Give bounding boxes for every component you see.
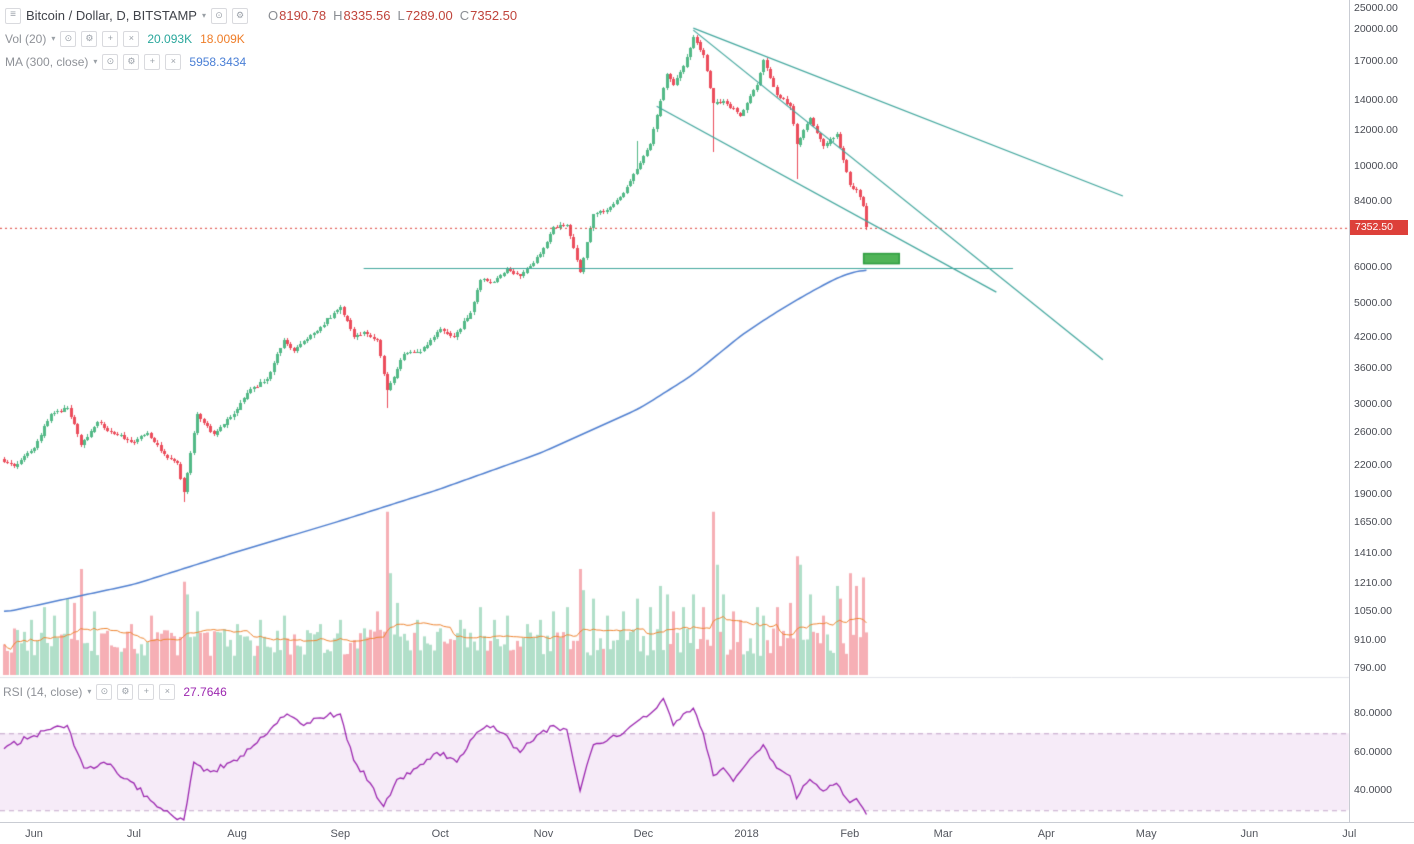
price-axis-label: 3600.00 (1354, 361, 1392, 374)
volume-ma-value: 18.009K (200, 31, 245, 46)
time-axis-label: Jun (1240, 828, 1259, 840)
time-axis-label: Feb (840, 828, 860, 840)
price-axis-label: 17000.00 (1354, 55, 1398, 68)
price-axis-label: 5000.00 (1354, 297, 1392, 310)
open-value: 8190.78 (279, 8, 327, 23)
price-axis-label: 910.00 (1354, 633, 1387, 646)
gear-icon[interactable]: ⚙ (81, 30, 98, 47)
close-value: 7352.50 (470, 8, 518, 23)
price-axis-label: 2600.00 (1354, 426, 1392, 439)
rsi-value: 27.7646 (183, 684, 227, 699)
time-axis-label: Oct (431, 828, 449, 840)
time-axis-label: Jun (25, 828, 43, 840)
eye-icon[interactable]: ⊙ (102, 53, 119, 70)
ma-study-label[interactable]: MA (300, close) (5, 54, 89, 69)
gear-icon[interactable]: ⚙ (231, 7, 248, 24)
low-label: L (397, 8, 405, 23)
volume-study-label[interactable]: Vol (20) (5, 31, 47, 46)
rsi-study-label[interactable]: RSI (14, close) (3, 684, 83, 699)
price-axis-label: 1900.00 (1354, 488, 1392, 501)
low-value: 7289.00 (405, 8, 453, 23)
volume-value: 20.093K (147, 31, 193, 46)
rsi-legend: RSI (14, close) ▾ ⊙ ⚙ + × 27.7646 (3, 680, 227, 703)
close-label: C (459, 8, 470, 23)
ma-legend-row: MA (300, close) ▾ ⊙ ⚙ + × 5958.3434 (5, 50, 517, 73)
rsi-axis-label: 80.0000 (1354, 707, 1392, 719)
close-icon[interactable]: × (123, 30, 140, 47)
rsi-caret-icon[interactable]: ▾ (87, 687, 92, 696)
time-axis-label: 2018 (734, 828, 759, 840)
gear-icon[interactable]: ⚙ (117, 683, 134, 700)
time-axis[interactable]: Jun Jul Aug Sep Oct Nov Dec 2018 Feb Mar Apr May Jun… (0, 822, 1414, 844)
price-axis-label: 3000.00 (1354, 397, 1392, 410)
price-axis-label: 10000.00 (1354, 160, 1398, 173)
time-axis-label: Nov (533, 828, 554, 840)
price-axis-label: 25000.00 (1354, 2, 1398, 14)
menu-icon[interactable]: ≡ (5, 7, 21, 24)
price-axis-label: 790.00 (1354, 661, 1387, 674)
gear-icon[interactable]: ⚙ (123, 53, 140, 70)
time-axis-label: May (1135, 828, 1157, 840)
time-axis-label: Jul (126, 828, 141, 840)
open-label: O (267, 8, 279, 23)
high-value: 8335.56 (343, 8, 391, 23)
rsi-legend-row: RSI (14, close) ▾ ⊙ ⚙ + × 27.7646 (3, 680, 227, 703)
price-axis-label: 4200.00 (1354, 331, 1392, 344)
close-icon[interactable]: × (159, 683, 176, 700)
price-axis-label: 8400.00 (1354, 194, 1392, 207)
time-axis-label: Sep (330, 828, 351, 840)
volume-caret-icon[interactable]: ▾ (51, 34, 56, 43)
eye-icon[interactable]: ⊙ (60, 30, 77, 47)
symbol-title[interactable]: Bitcoin / Dollar, D, BITSTAMP (26, 8, 197, 23)
price-axis-label: 1050.00 (1354, 605, 1392, 618)
price-axis-label: 12000.00 (1354, 124, 1398, 137)
current-price-tag: 7352.50 (1350, 219, 1408, 235)
price-axis-label: 2200.00 (1354, 459, 1392, 472)
time-axis-label: Jul (1342, 828, 1357, 840)
plus-icon[interactable]: + (102, 30, 119, 47)
close-icon[interactable]: × (165, 53, 182, 70)
price-axis[interactable]: 25000.00 20000.00 17000.00 14000.00 12000.00… (1349, 0, 1414, 822)
eye-icon[interactable]: ⊙ (210, 7, 227, 24)
rsi-axis-label: 60.0000 (1354, 745, 1392, 758)
eye-icon[interactable]: ⊙ (96, 683, 113, 700)
rsi-axis-label: 40.0000 (1354, 784, 1392, 796)
price-axis-label: 6000.00 (1354, 261, 1392, 273)
volume-legend-row: Vol (20) ▾ ⊙ ⚙ + × 20.093K 18.009K (5, 27, 517, 50)
plus-icon[interactable]: + (138, 683, 155, 700)
ma-value: 5958.3434 (189, 54, 247, 69)
high-label: H (333, 8, 343, 23)
plus-icon[interactable]: + (144, 53, 161, 70)
time-axis-label: Dec (633, 828, 654, 840)
price-axis-label: 1410.00 (1354, 547, 1392, 560)
time-axis-label: Aug (227, 828, 247, 840)
ma-caret-icon[interactable]: ▾ (93, 57, 98, 66)
price-axis-label: 20000.00 (1354, 23, 1398, 36)
ohlc-readout: O 8190.78 H 8335.56 L 7289.00 C 7352.50 (261, 8, 517, 23)
symbol-caret-icon[interactable]: ▾ (201, 11, 206, 20)
price-axis-label: 1210.00 (1354, 577, 1392, 590)
time-axis-label: Mar (933, 828, 953, 840)
price-axis-label: 14000.00 (1354, 93, 1398, 106)
time-axis-label: Apr (1037, 828, 1055, 840)
price-axis-label: 1650.00 (1354, 516, 1392, 529)
